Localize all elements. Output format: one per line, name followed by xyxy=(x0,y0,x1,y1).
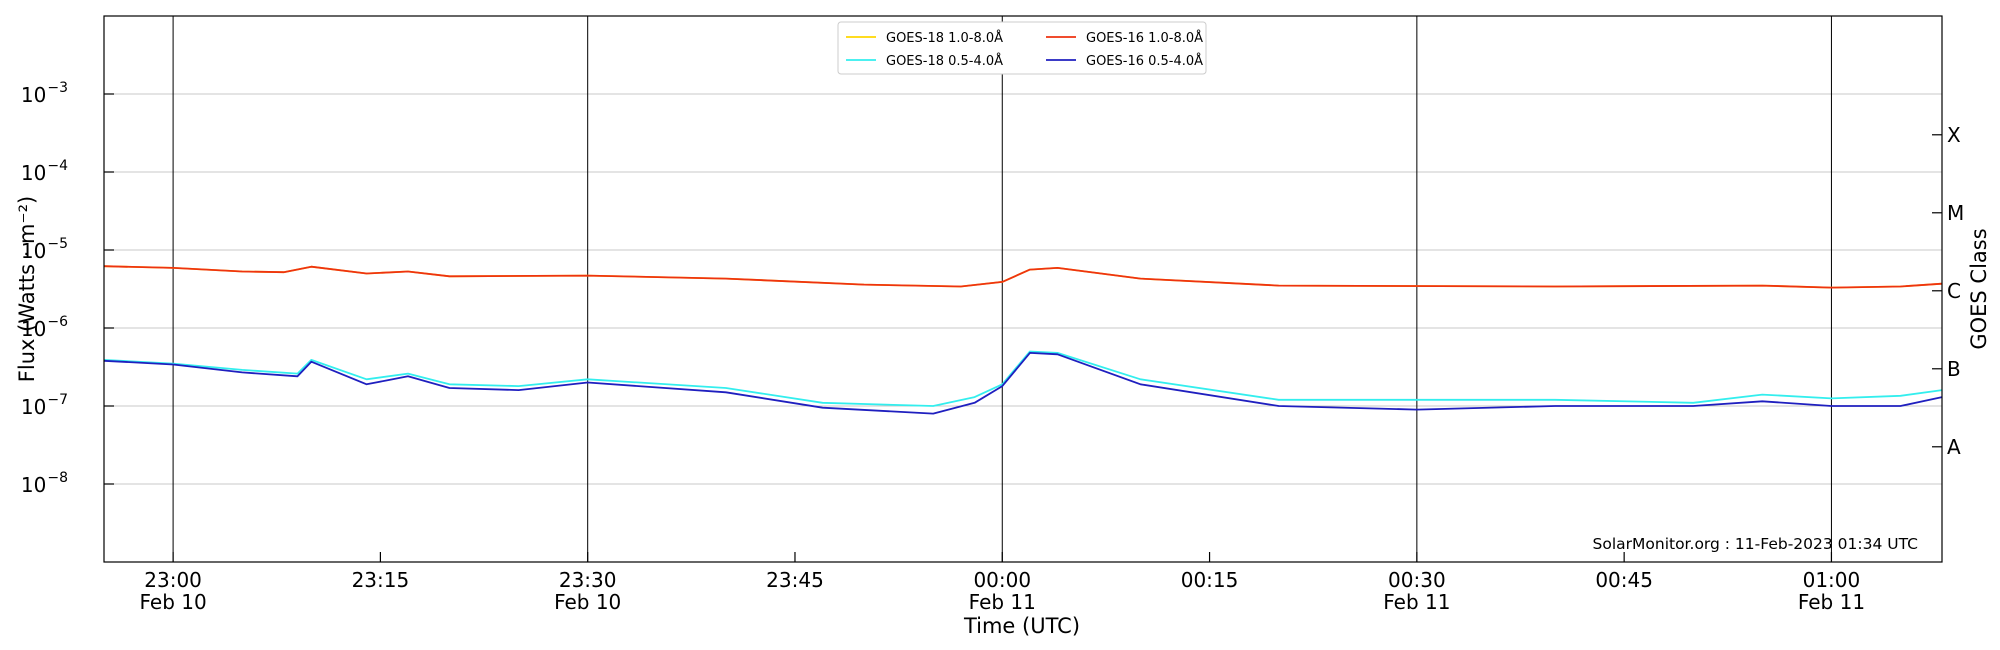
grid-layer xyxy=(104,16,1942,562)
y-axis-right-label: GOES Class xyxy=(1967,228,1991,349)
class-label: C xyxy=(1947,279,1961,303)
x-tick-time: 01:00 xyxy=(1803,568,1861,592)
series-line xyxy=(103,351,1943,415)
x-tick-date: Feb 11 xyxy=(1383,590,1450,614)
y-tick-label: 10−7 xyxy=(21,392,68,419)
legend: GOES-18 1.0-8.0Å GOES-18 0.5-4.0Å GOES-16 … xyxy=(837,21,1207,75)
legend-label: GOES-16 0.5-4.0Å xyxy=(1086,53,1203,69)
x-tick-time: 00:15 xyxy=(1181,568,1239,592)
x-tick-time: 23:15 xyxy=(352,568,410,592)
goes-class-labels: A B C M X xyxy=(1932,123,1964,459)
x-tick-time: 00:45 xyxy=(1595,568,1653,592)
class-label: B xyxy=(1947,357,1961,381)
legend-entries: GOES-18 1.0-8.0Å GOES-18 0.5-4.0Å GOES-16 … xyxy=(846,30,1203,69)
y-tick-label: 10−3 xyxy=(21,80,68,107)
y-axis-ticks: 10−810−710−610−510−410−3 xyxy=(21,80,114,497)
class-label: M xyxy=(1947,201,1964,225)
x-axis-label: Time (UTC) xyxy=(963,614,1080,638)
x-tick-date: Feb 11 xyxy=(969,590,1036,614)
x-tick-time: 00:00 xyxy=(973,568,1031,592)
y-tick-label: 10−8 xyxy=(21,470,68,497)
series-layer xyxy=(103,265,1943,415)
series-line xyxy=(103,265,1943,289)
credit-text: SolarMonitor.org : 11-Feb-2023 01:34 UTC xyxy=(1593,535,1918,553)
plot-frame xyxy=(103,15,1943,563)
legend-box xyxy=(837,21,1207,75)
y-axis-label: Flux (Watts · m⁻²) xyxy=(15,196,39,382)
series-line xyxy=(103,350,1943,407)
class-label: A xyxy=(1947,435,1961,459)
x-tick-time: 23:00 xyxy=(144,568,202,592)
x-tick-time: 23:45 xyxy=(766,568,824,592)
series-line xyxy=(103,265,1943,289)
x-tick-date: Feb 10 xyxy=(554,590,621,614)
y-tick-label: 10−4 xyxy=(21,158,68,185)
legend-label: GOES-16 1.0-8.0Å xyxy=(1086,30,1203,46)
x-tick-time: 23:30 xyxy=(559,568,617,592)
legend-label: GOES-18 1.0-8.0Å xyxy=(886,30,1003,46)
x-tick-time: 00:30 xyxy=(1388,568,1446,592)
legend-label: GOES-18 0.5-4.0Å xyxy=(886,53,1003,69)
y-tick-label: 10−5 xyxy=(21,236,68,263)
x-tick-date: Feb 10 xyxy=(139,590,206,614)
x-tick-date: Feb 11 xyxy=(1798,590,1865,614)
class-label: X xyxy=(1947,123,1961,147)
